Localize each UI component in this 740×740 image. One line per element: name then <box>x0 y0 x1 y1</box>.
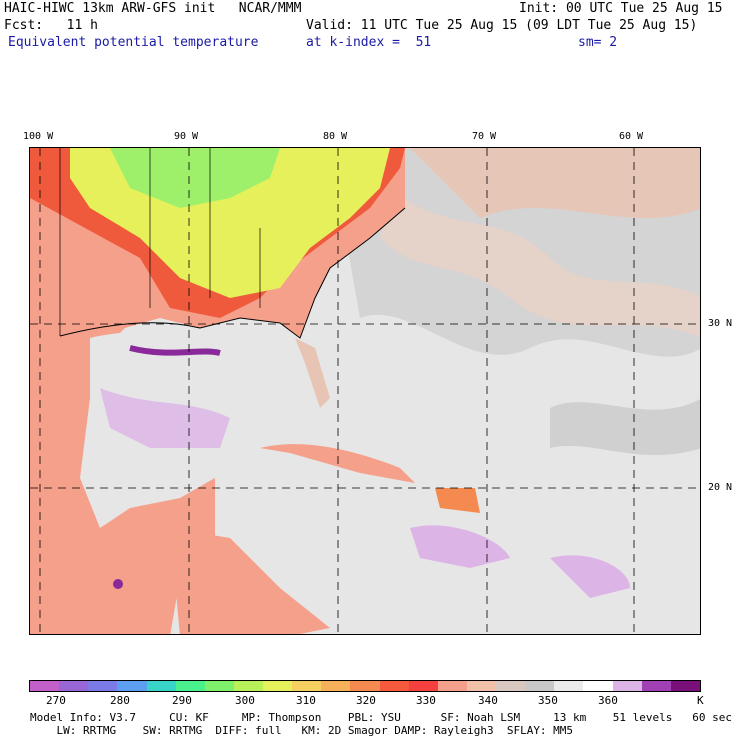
legend-color-cell <box>263 681 293 691</box>
legend-color-cell <box>117 681 147 691</box>
legend-color-cell <box>554 681 584 691</box>
legend-tick-310: 310 <box>296 694 316 707</box>
lon-label-80w: 80 W <box>323 131 348 142</box>
legend-tick-360: 360 <box>598 694 618 707</box>
hispaniola <box>435 488 480 513</box>
level-info: at k-index = 51 <box>306 35 432 50</box>
init-time: Init: 00 UTC Tue 25 Aug 15 <box>519 1 723 16</box>
legend-tick-350: 350 <box>538 694 558 707</box>
atlantic-swirl <box>380 188 700 338</box>
legend-color-cell <box>59 681 89 691</box>
legend-color-cell <box>525 681 555 691</box>
legend-color-cell <box>233 681 263 691</box>
model-info-line2: LW: RRTMG SW: RRTMG DIFF: full KM: 2D Sm… <box>30 724 574 737</box>
lat-lon-grid <box>30 148 700 634</box>
cuba <box>260 444 415 483</box>
caribbean-lilac-1 <box>410 525 510 568</box>
legend-color-cell <box>204 681 234 691</box>
legend-tick-290: 290 <box>172 694 192 707</box>
smoothing-info: sm= 2 <box>578 35 618 50</box>
state-borders <box>59 148 261 336</box>
legend-color-cell <box>670 681 700 691</box>
legend-color-cell <box>437 681 467 691</box>
legend-tick-340: 340 <box>478 694 498 707</box>
grey-streak <box>550 398 700 455</box>
legend-color-cell <box>379 681 409 691</box>
lon-label-90w: 90 W <box>174 131 199 142</box>
valid-time: Valid: 11 UTC Tue 25 Aug 15 (09 LDT Tue … <box>306 18 698 33</box>
model-title: HAIC-HIWC 13km ARW-GFS init NCAR/MMM <box>4 1 302 16</box>
caribbean-lilac-2 <box>550 555 630 598</box>
legend-tick-280: 280 <box>110 694 130 707</box>
map-field-svg <box>30 148 700 634</box>
forecast-hour: Fcst: 11 h <box>4 18 98 33</box>
legend-color-cell <box>292 681 322 691</box>
legend-color-cell <box>350 681 380 691</box>
legend-unit: K <box>697 694 704 707</box>
legend-color-cell <box>466 681 496 691</box>
legend-color-cell <box>612 681 642 691</box>
lon-label-70w: 70 W <box>472 131 497 142</box>
color-legend-bar <box>29 680 701 692</box>
legend-color-cell <box>88 681 118 691</box>
atlantic-warm-band <box>410 148 700 218</box>
land-mass <box>30 148 405 634</box>
lon-label-100w: 100 W <box>23 131 54 142</box>
lat-label-30n: 30 N <box>708 318 733 329</box>
pacific-purple-spot <box>113 579 123 589</box>
field-name: Equivalent potential temperature <box>8 35 259 50</box>
legend-color-cell <box>30 681 60 691</box>
legend-tick-300: 300 <box>235 694 255 707</box>
legend-tick-320: 320 <box>356 694 376 707</box>
model-info-line1: Model Info: V3.7 CU: KF MP: Thompson PBL… <box>30 711 732 724</box>
legend-color-cell <box>146 681 176 691</box>
legend-color-cell <box>496 681 526 691</box>
central-america <box>170 528 330 634</box>
gulf-lilac-patch <box>100 388 230 448</box>
legend-color-cell <box>641 681 671 691</box>
lat-label-20n: 20 N <box>708 482 733 493</box>
legend-color-cell <box>408 681 438 691</box>
cool-band-green <box>110 148 280 208</box>
legend-color-cell <box>175 681 205 691</box>
legend-tick-270: 270 <box>46 694 66 707</box>
lon-label-60w: 60 W <box>619 131 644 142</box>
legend-color-cell <box>321 681 351 691</box>
theta-e-map <box>29 147 701 635</box>
gulf-purple-streak <box>129 345 221 356</box>
legend-tick-330: 330 <box>416 694 436 707</box>
florida <box>295 338 330 408</box>
legend-color-cell <box>583 681 613 691</box>
